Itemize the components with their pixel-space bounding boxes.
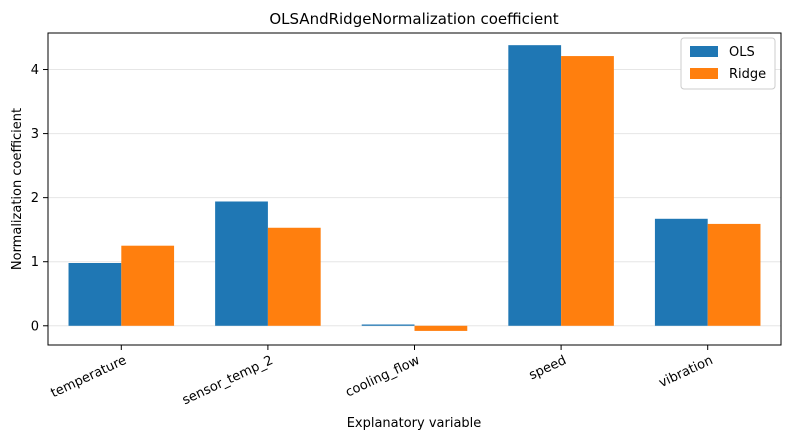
- x-axis: temperature sensor_temp_2 cooling_flow spee…: [49, 345, 716, 408]
- y-tick-label: 2: [31, 191, 39, 206]
- y-tick-label: 4: [31, 63, 39, 78]
- y-axis: 0 1 2 3 4: [31, 63, 48, 334]
- bar-ridge-speed: [561, 56, 614, 326]
- x-tick-label: cooling_flow: [343, 353, 422, 401]
- legend-swatch-ols: [690, 46, 718, 57]
- x-axis-label: Explanatory variable: [347, 416, 482, 431]
- x-tick-label: temperature: [49, 353, 129, 401]
- bar-ols-cooling-flow: [361, 324, 415, 326]
- x-tick-label: speed: [527, 353, 569, 383]
- bar-ols-temperature: [68, 262, 122, 326]
- bar-ridge-cooling-flow: [414, 325, 468, 331]
- bar-ols-sensor-temp-2: [215, 201, 268, 326]
- y-tick-label: 3: [31, 127, 39, 142]
- x-tick-label: vibration: [657, 353, 716, 391]
- legend-label-ols: OLS: [729, 45, 755, 60]
- bar-ridge-temperature: [121, 245, 175, 326]
- chart-title: OLSAndRidgeNormalization coefficient: [269, 10, 558, 28]
- y-tick-label: 0: [31, 319, 39, 334]
- y-axis-label: Normalization coefficient: [10, 108, 25, 270]
- bar-ols-speed: [508, 45, 562, 326]
- legend-label-ridge: Ridge: [729, 67, 766, 82]
- bar-ridge-vibration: [707, 223, 761, 326]
- bars: [68, 45, 761, 331]
- bar-ridge-sensor-temp-2: [267, 227, 321, 326]
- legend: OLS Ridge: [680, 37, 776, 90]
- legend-swatch-ridge: [690, 68, 718, 79]
- y-tick-label: 1: [31, 255, 39, 270]
- x-tick-label: sensor_temp_2: [180, 353, 275, 408]
- bar-ols-vibration: [654, 218, 708, 326]
